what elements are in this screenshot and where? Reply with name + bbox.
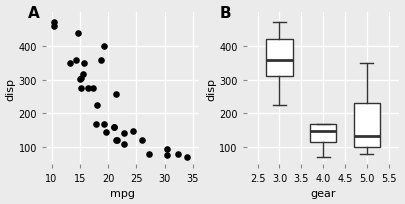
X-axis label: gear: gear [310, 188, 336, 198]
Point [78, 77, 84, 81]
Point [81, 62, 87, 65]
Point [175, 153, 181, 156]
Point [139, 139, 145, 142]
Point [85, 87, 91, 90]
Point [77, 78, 83, 82]
PathPatch shape [354, 104, 380, 147]
Point [113, 93, 119, 96]
Text: B: B [219, 6, 231, 21]
Point [78, 87, 84, 90]
Point [98, 59, 104, 62]
Point [51, 25, 57, 28]
Point [121, 143, 127, 146]
Y-axis label: disp: disp [207, 77, 216, 100]
Point [94, 104, 100, 107]
Point [183, 155, 190, 159]
Point [79, 73, 86, 76]
Point [130, 130, 136, 133]
Text: A: A [28, 6, 39, 21]
Point [75, 32, 81, 35]
Point [51, 21, 57, 24]
PathPatch shape [310, 125, 336, 143]
X-axis label: mpg: mpg [110, 188, 135, 198]
Point [111, 126, 117, 129]
Point [121, 132, 127, 135]
Point [90, 87, 96, 90]
Point [164, 154, 170, 157]
Point [103, 131, 110, 134]
Point [100, 45, 107, 49]
Point [100, 123, 107, 126]
Point [146, 153, 153, 156]
Point [72, 59, 79, 62]
Point [111, 126, 117, 129]
Point [92, 123, 99, 126]
Point [113, 139, 119, 142]
Y-axis label: disp: disp [6, 77, 15, 100]
Point [113, 139, 120, 142]
PathPatch shape [266, 40, 292, 77]
Point [67, 62, 73, 65]
Point [164, 147, 170, 151]
